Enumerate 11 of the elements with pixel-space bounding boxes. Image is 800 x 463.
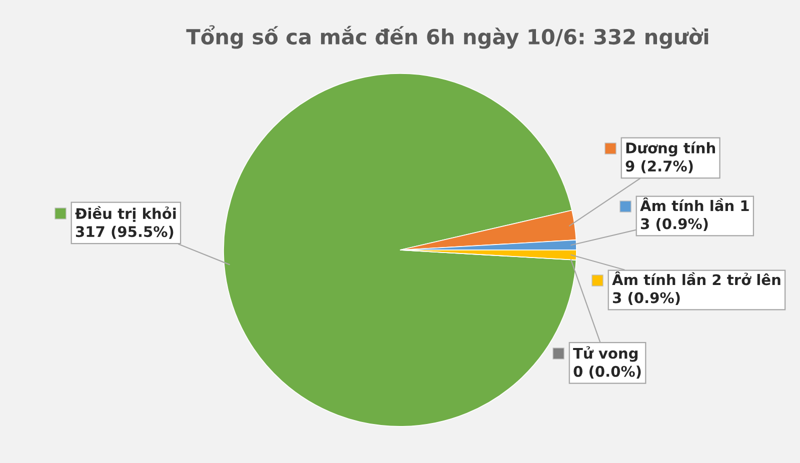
text: 0 (0.0%)	[574, 366, 641, 379]
chart-title: Tổng số ca mắc đến 6h ngày 10/6: 332 người	[186, 25, 708, 49]
legend-label: Tử vong	[573, 346, 638, 362]
legend-label: Âm tính lần 1	[640, 198, 749, 212]
data-label: 3 (0.9%)	[612, 292, 680, 305]
data-label: 9 (2.7%)	[626, 160, 693, 174]
data-label: 3 (0.9%)	[640, 218, 708, 231]
legend-label: Dương tính	[626, 142, 715, 156]
legend-label: Âm tính lần 2 trở lên	[612, 272, 780, 286]
legend-label: Điều trị khỏi	[75, 206, 176, 222]
data-label: 317 (95.5%)	[76, 226, 174, 239]
